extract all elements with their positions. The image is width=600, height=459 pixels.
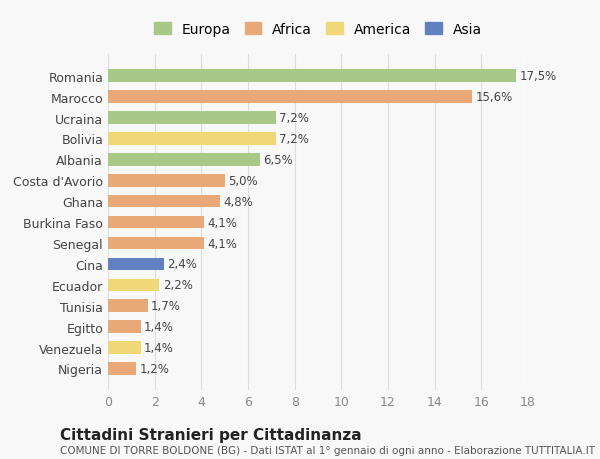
Text: 17,5%: 17,5% <box>520 70 557 83</box>
Bar <box>108 112 276 124</box>
Text: Cittadini Stranieri per Cittadinanza: Cittadini Stranieri per Cittadinanza <box>60 427 362 442</box>
Text: 7,2%: 7,2% <box>280 133 310 146</box>
Text: 1,2%: 1,2% <box>139 362 169 375</box>
Text: 1,7%: 1,7% <box>151 300 181 313</box>
Bar <box>108 341 140 354</box>
Bar <box>108 70 517 83</box>
Bar <box>108 258 164 271</box>
Bar <box>108 321 140 333</box>
Bar <box>108 91 472 104</box>
Bar <box>108 133 276 146</box>
Text: 6,5%: 6,5% <box>263 154 293 167</box>
Text: 1,4%: 1,4% <box>144 320 174 333</box>
Text: 15,6%: 15,6% <box>475 91 513 104</box>
Text: 4,1%: 4,1% <box>207 237 237 250</box>
Bar <box>108 196 220 208</box>
Text: 5,0%: 5,0% <box>228 174 258 187</box>
Legend: Europa, Africa, America, Asia: Europa, Africa, America, Asia <box>150 18 486 41</box>
Text: 4,8%: 4,8% <box>223 195 253 208</box>
Bar <box>108 174 224 187</box>
Bar <box>108 237 203 250</box>
Bar <box>108 216 203 229</box>
Text: 7,2%: 7,2% <box>280 112 310 125</box>
Text: COMUNE DI TORRE BOLDONE (BG) - Dati ISTAT al 1° gennaio di ogni anno - Elaborazi: COMUNE DI TORRE BOLDONE (BG) - Dati ISTA… <box>60 445 595 455</box>
Bar <box>108 300 148 312</box>
Bar <box>108 279 160 291</box>
Text: 2,4%: 2,4% <box>167 258 197 271</box>
Text: 1,4%: 1,4% <box>144 341 174 354</box>
Bar <box>108 363 136 375</box>
Text: 4,1%: 4,1% <box>207 216 237 229</box>
Bar <box>108 154 260 166</box>
Text: 2,2%: 2,2% <box>163 279 193 291</box>
